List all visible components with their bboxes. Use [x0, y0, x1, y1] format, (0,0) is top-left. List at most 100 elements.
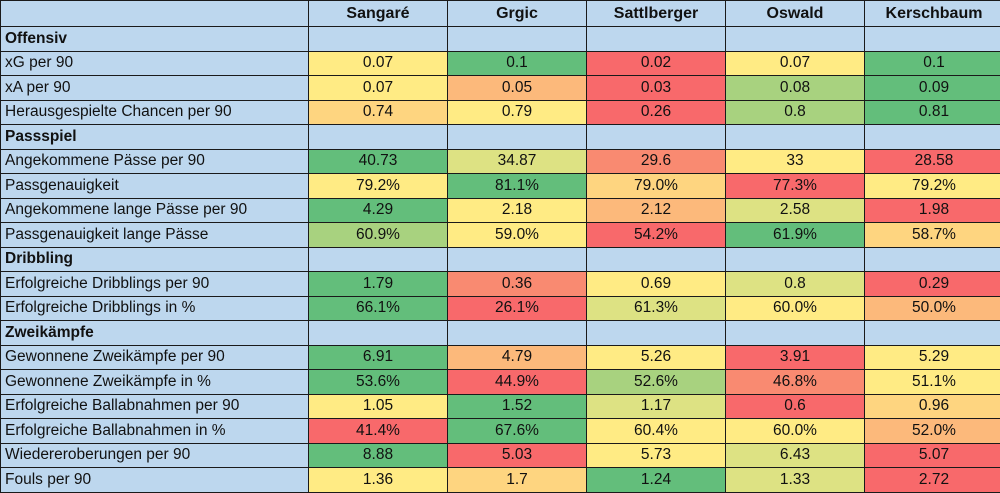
value-cell: 1.05 — [309, 394, 448, 419]
value-cell: 41.4% — [309, 419, 448, 444]
metric-label: Gewonnene Zweikämpfe in % — [1, 370, 309, 395]
value-cell: 1.33 — [726, 468, 865, 493]
value-cell: 0.07 — [309, 51, 448, 76]
player-header: Oswald — [726, 1, 865, 27]
value-cell: 53.6% — [309, 370, 448, 395]
metric-label: Wiedereroberungen per 90 — [1, 443, 309, 468]
category-blank-cell — [587, 27, 726, 52]
value-cell: 44.9% — [448, 370, 587, 395]
value-cell: 0.96 — [865, 394, 1000, 419]
value-cell: 0.36 — [448, 272, 587, 297]
category-label: Dribbling — [1, 247, 309, 272]
category-blank-cell — [726, 125, 865, 150]
category-blank-cell — [865, 125, 1000, 150]
metric-label: xG per 90 — [1, 51, 309, 76]
category-blank-cell — [726, 247, 865, 272]
value-cell: 60.4% — [587, 419, 726, 444]
category-row: Offensiv — [1, 27, 1000, 52]
value-cell: 52.0% — [865, 419, 1000, 444]
value-cell: 5.73 — [587, 443, 726, 468]
category-row: Passspiel — [1, 125, 1000, 150]
value-cell: 1.52 — [448, 394, 587, 419]
category-blank-cell — [309, 247, 448, 272]
value-cell: 0.05 — [448, 76, 587, 101]
value-cell: 8.88 — [309, 443, 448, 468]
value-cell: 4.29 — [309, 198, 448, 223]
value-cell: 0.1 — [448, 51, 587, 76]
category-row: Dribbling — [1, 247, 1000, 272]
value-cell: 0.02 — [587, 51, 726, 76]
category-blank-cell — [587, 247, 726, 272]
metric-label: Herausgespielte Chancen per 90 — [1, 100, 309, 125]
value-cell: 0.26 — [587, 100, 726, 125]
value-cell: 1.79 — [309, 272, 448, 297]
value-cell: 61.3% — [587, 296, 726, 321]
value-cell: 77.3% — [726, 174, 865, 199]
category-label: Offensiv — [1, 27, 309, 52]
value-cell: 81.1% — [448, 174, 587, 199]
category-blank-cell — [448, 27, 587, 52]
player-header: Sattlberger — [587, 1, 726, 27]
value-cell: 52.6% — [587, 370, 726, 395]
category-label: Zweikämpfe — [1, 321, 309, 346]
metric-label: Passgenauigkeit — [1, 174, 309, 199]
category-blank-cell — [726, 27, 865, 52]
player-header: Sangaré — [309, 1, 448, 27]
value-cell: 2.58 — [726, 198, 865, 223]
category-blank-cell — [448, 247, 587, 272]
value-cell: 0.07 — [726, 51, 865, 76]
value-cell: 0.69 — [587, 272, 726, 297]
metric-label: Erfolgreiche Dribblings in % — [1, 296, 309, 321]
category-blank-cell — [726, 321, 865, 346]
value-cell: 1.7 — [448, 468, 587, 493]
value-cell: 58.7% — [865, 223, 1000, 248]
value-cell: 0.03 — [587, 76, 726, 101]
value-cell: 6.91 — [309, 345, 448, 370]
value-cell: 0.74 — [309, 100, 448, 125]
value-cell: 0.09 — [865, 76, 1000, 101]
value-cell: 2.72 — [865, 468, 1000, 493]
value-cell: 61.9% — [726, 223, 865, 248]
value-cell: 26.1% — [448, 296, 587, 321]
value-cell: 60.0% — [726, 296, 865, 321]
metric-label: Passgenauigkeit lange Pässe — [1, 223, 309, 248]
metric-label: Angekommene lange Pässe per 90 — [1, 198, 309, 223]
category-blank-cell — [309, 321, 448, 346]
category-label: Passspiel — [1, 125, 309, 150]
value-cell: 29.6 — [587, 149, 726, 174]
header-row: Sangaré Grgic Sattlberger Oswald Kerschb… — [1, 1, 1000, 27]
value-cell: 0.08 — [726, 76, 865, 101]
value-cell: 2.18 — [448, 198, 587, 223]
value-cell: 33 — [726, 149, 865, 174]
value-cell: 0.6 — [726, 394, 865, 419]
value-cell: 0.81 — [865, 100, 1000, 125]
value-cell: 79.2% — [865, 174, 1000, 199]
metric-label: Erfolgreiche Dribblings per 90 — [1, 272, 309, 297]
value-cell: 0.29 — [865, 272, 1000, 297]
value-cell: 4.79 — [448, 345, 587, 370]
category-blank-cell — [587, 125, 726, 150]
value-cell: 0.1 — [865, 51, 1000, 76]
value-cell: 0.8 — [726, 100, 865, 125]
value-cell: 50.0% — [865, 296, 1000, 321]
category-row: Zweikämpfe — [1, 321, 1000, 346]
value-cell: 28.58 — [865, 149, 1000, 174]
metric-label: Gewonnene Zweikämpfe per 90 — [1, 345, 309, 370]
value-cell: 1.36 — [309, 468, 448, 493]
value-cell: 59.0% — [448, 223, 587, 248]
value-cell: 5.26 — [587, 345, 726, 370]
metric-label: Erfolgreiche Ballabnahmen in % — [1, 419, 309, 444]
value-cell: 5.03 — [448, 443, 587, 468]
value-cell: 79.0% — [587, 174, 726, 199]
value-cell: 34.87 — [448, 149, 587, 174]
value-cell: 5.29 — [865, 345, 1000, 370]
player-header: Kerschbaum — [865, 1, 1000, 27]
